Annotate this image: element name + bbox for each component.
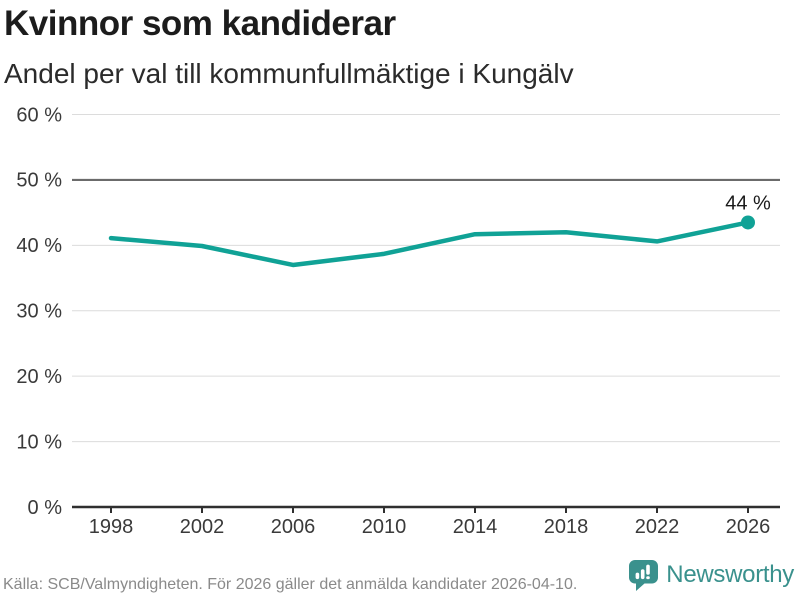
y-axis-label: 50 % xyxy=(16,170,62,192)
y-axis-label: 0 % xyxy=(28,497,63,519)
end-point-value-label: 44 % xyxy=(725,192,771,214)
y-axis-label: 10 % xyxy=(16,431,62,453)
y-axis-label: 40 % xyxy=(16,235,62,257)
x-axis-label: 2002 xyxy=(180,516,225,538)
newsworthy-bubble-chart-icon xyxy=(629,560,659,591)
newsworthy-logo-link[interactable]: Newsworthy xyxy=(628,558,794,592)
newsworthy-wordmark: Newsworthy xyxy=(666,561,794,588)
chart-subtitle: Andel per val till kommunfullmäktige i K… xyxy=(4,58,574,89)
source-note: Källa: SCB/Valmyndigheten. För 2026 gäll… xyxy=(3,576,578,593)
y-axis-label: 30 % xyxy=(16,301,62,323)
x-axis-label: 2006 xyxy=(271,516,316,538)
x-axis-label: 2014 xyxy=(453,516,498,538)
y-axis-label: 60 % xyxy=(16,104,62,126)
x-axis-label: 2026 xyxy=(726,516,771,538)
chart-title: Kvinnor som kandiderar xyxy=(4,4,396,43)
x-axis-label: 2018 xyxy=(544,516,589,538)
trend-line xyxy=(108,220,751,268)
x-axis-label: 2022 xyxy=(635,516,680,538)
x-axis-label: 1998 xyxy=(89,516,134,538)
x-axis-label: 2010 xyxy=(362,516,407,538)
end-point-marker xyxy=(741,215,755,230)
y-axis-label: 20 % xyxy=(16,366,62,388)
